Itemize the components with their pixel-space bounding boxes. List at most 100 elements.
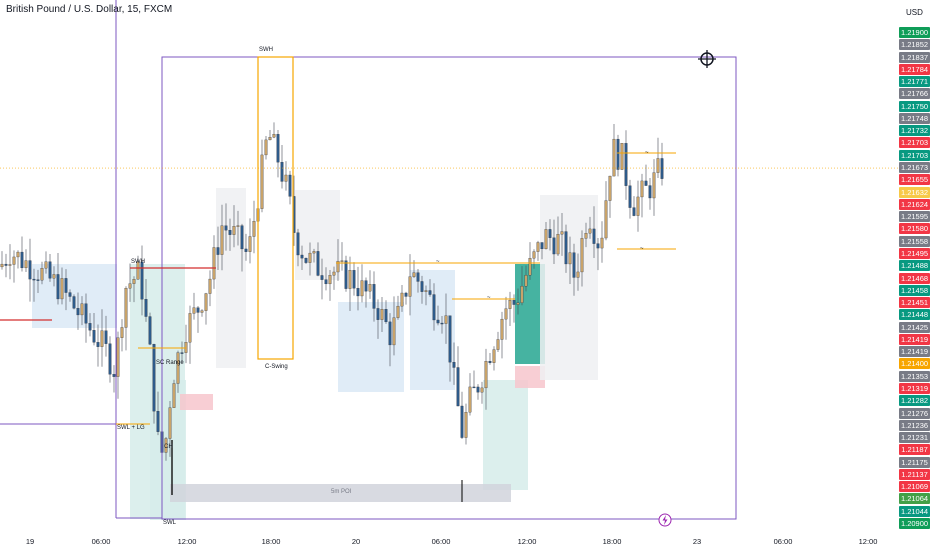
candle — [412, 272, 416, 277]
candle — [104, 330, 108, 344]
candle — [132, 279, 136, 284]
candle — [516, 302, 520, 305]
annotation-tilde-4: ~ — [640, 246, 644, 252]
candle — [624, 143, 628, 186]
candle — [648, 185, 652, 199]
candle — [628, 185, 632, 208]
price-tag: 1.20900 — [899, 518, 930, 529]
candle — [44, 261, 48, 269]
price-tag: 1.21353 — [899, 370, 930, 382]
candle — [36, 279, 40, 281]
candle — [144, 299, 148, 317]
candle — [32, 278, 36, 281]
candle — [632, 207, 636, 216]
candle — [48, 261, 52, 279]
candle — [96, 342, 100, 347]
candle — [464, 412, 468, 438]
time-tick-label: 18:00 — [602, 537, 622, 546]
time-tick-label: 06:00 — [91, 537, 111, 546]
candle — [444, 315, 448, 324]
candle — [388, 321, 392, 346]
price-tag: 1.21703 — [899, 149, 930, 161]
time-tick-label: 19 — [25, 537, 35, 546]
candle — [372, 284, 376, 309]
lightning-icon[interactable] — [658, 513, 672, 527]
price-tag: 1.21231 — [899, 432, 930, 444]
time-tick-label: 12:00 — [858, 537, 878, 546]
candle — [584, 233, 588, 239]
candle — [344, 260, 348, 289]
candle — [548, 229, 552, 238]
candle — [108, 343, 112, 375]
candle — [172, 383, 176, 408]
price-tag: 1.21837 — [899, 51, 930, 63]
candle — [288, 174, 292, 197]
candle — [568, 252, 572, 265]
candle — [576, 271, 580, 278]
candle — [12, 256, 16, 265]
candle — [56, 274, 60, 300]
candle — [220, 225, 224, 255]
candle — [496, 339, 500, 350]
candle — [440, 322, 444, 325]
symbol-title[interactable]: British Pound / U.S. Dollar, 15, FXCM — [6, 4, 173, 15]
candle — [68, 292, 72, 297]
price-tag: 1.21448 — [899, 309, 930, 321]
candle — [512, 300, 516, 305]
candle — [140, 261, 144, 300]
price-tag: 1.21419 — [899, 333, 930, 345]
annotation-swl-lg: SWL + LG — [117, 425, 145, 431]
candle — [232, 226, 236, 235]
candle — [368, 284, 372, 292]
drawing-layer — [0, 0, 898, 520]
candle — [124, 288, 128, 328]
price-tag: 1.21044 — [899, 505, 930, 517]
candle — [472, 386, 476, 389]
candle — [168, 407, 172, 439]
candle — [376, 308, 380, 320]
currency-label[interactable]: USD — [906, 8, 923, 17]
candle — [212, 247, 216, 280]
candle — [620, 143, 624, 170]
candle — [380, 309, 384, 320]
candle — [476, 386, 480, 393]
price-tag: 1.21632 — [899, 186, 930, 198]
candle — [324, 279, 328, 285]
candle-layer — [0, 122, 664, 461]
zone-blue — [410, 270, 455, 390]
candle — [468, 386, 472, 413]
candle — [356, 288, 360, 297]
candle — [28, 260, 32, 280]
price-tag: 1.21400 — [899, 358, 930, 370]
candle — [76, 308, 80, 316]
candle — [428, 290, 432, 295]
annotation-tilde-1: ~ — [436, 259, 440, 265]
annotation-sc-range: SC Range — [156, 360, 184, 366]
candle — [120, 327, 124, 338]
candle — [404, 292, 408, 297]
candle — [424, 290, 428, 292]
price-tag: 1.21488 — [899, 260, 930, 272]
time-tick-label: 06:00 — [773, 537, 793, 546]
price-tag: 1.21595 — [899, 211, 930, 223]
candle — [452, 362, 456, 368]
price-tag: 1.21495 — [899, 247, 930, 259]
zone-red — [515, 366, 545, 388]
crosshair-icon[interactable] — [697, 49, 717, 69]
candle — [580, 238, 584, 273]
candle — [136, 261, 140, 280]
price-tag: 1.21319 — [899, 382, 930, 394]
candle — [492, 349, 496, 363]
annotation-swl: SWL — [163, 520, 177, 526]
candle — [184, 342, 188, 353]
candle — [92, 330, 96, 343]
candle — [504, 308, 508, 320]
candle — [88, 323, 92, 331]
candle — [608, 175, 612, 201]
price-tag: 1.21425 — [899, 321, 930, 333]
candle — [352, 270, 356, 289]
candle — [480, 387, 484, 393]
candle — [320, 275, 324, 280]
candle — [660, 158, 664, 179]
